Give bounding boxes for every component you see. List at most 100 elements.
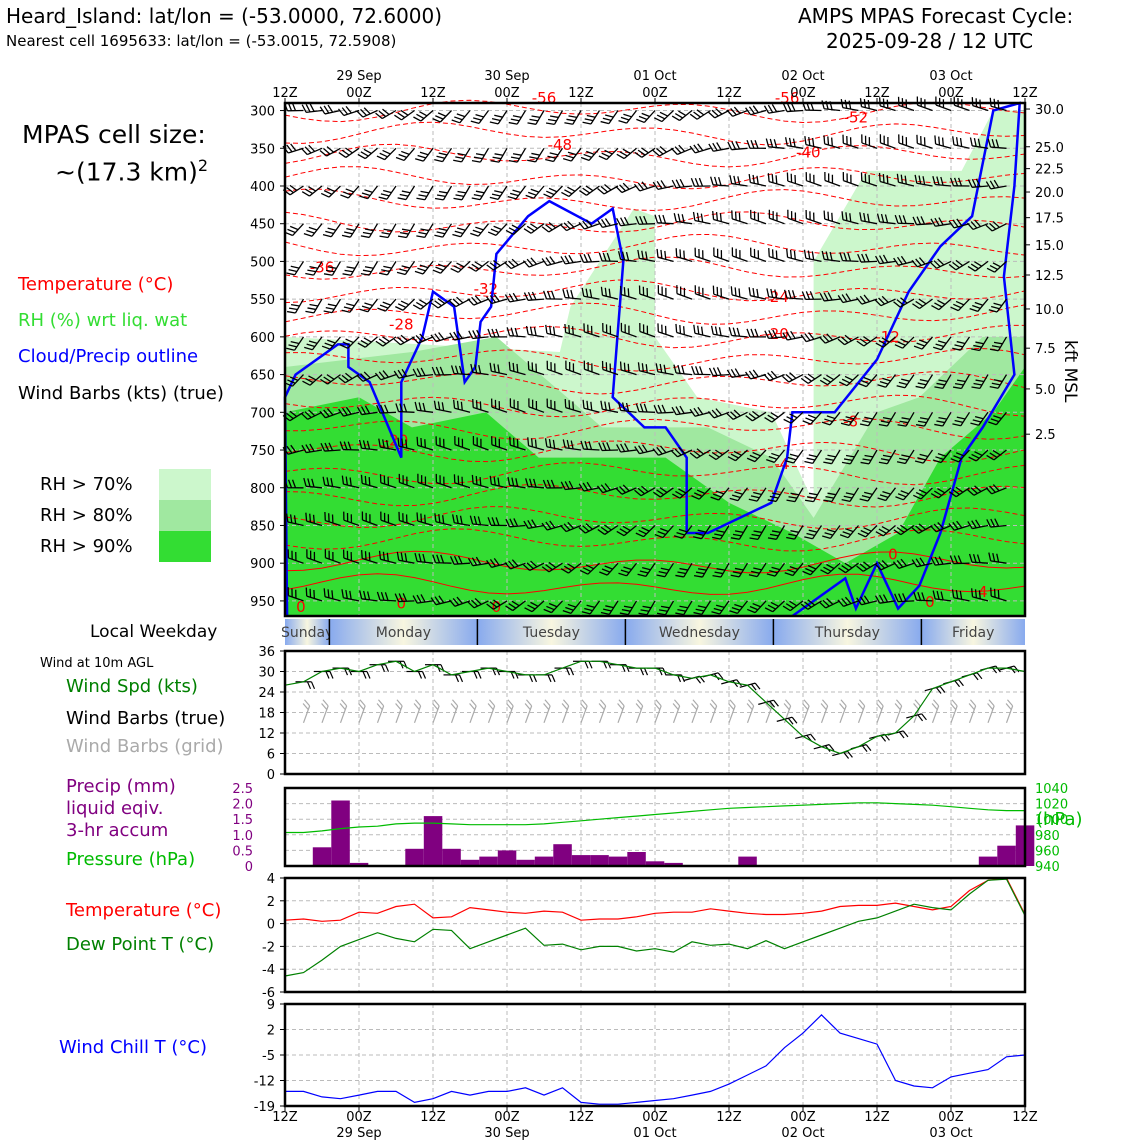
true-barb-feather	[639, 667, 645, 676]
wind-barb	[398, 511, 415, 527]
wind-barb-staff	[979, 374, 989, 389]
wind-barb-feather	[735, 248, 737, 258]
wind-barb-feather	[897, 341, 906, 346]
wind-barb-feather	[516, 363, 519, 373]
wind-barb-feather	[664, 325, 667, 335]
wind-barb-feather	[545, 521, 552, 530]
wind-barb-feather	[727, 141, 733, 150]
wind-barb	[543, 290, 563, 300]
wind-barb-staff	[957, 298, 970, 312]
wind-barb-feather	[582, 525, 590, 532]
wind-barb-staff	[879, 180, 896, 187]
wind-barb	[340, 185, 360, 199]
wind-barb-feather	[511, 600, 520, 607]
wind-barb-feather	[547, 155, 556, 159]
wind-barb-feather	[882, 594, 889, 603]
grid-barb-feather	[784, 699, 792, 707]
wind-barb-feather	[821, 250, 825, 260]
wind-barb-feather	[732, 533, 742, 537]
wind-barb	[638, 285, 656, 300]
wind-barb-feather	[918, 489, 928, 494]
wind-barb	[784, 562, 804, 577]
wind-barb-feather	[526, 258, 534, 267]
wind-barb-feather	[342, 273, 352, 276]
wind-barb-feather	[977, 138, 981, 148]
precip-bar	[479, 856, 498, 866]
wind-barb-feather	[475, 190, 485, 194]
wind-barb	[504, 258, 526, 270]
wind-barb-feather	[935, 456, 944, 461]
wind-barb-feather	[752, 602, 761, 608]
wind-barb-staff	[696, 109, 711, 120]
wind-barb-feather	[562, 610, 572, 614]
wind-barb	[323, 298, 342, 314]
wind-barb-staff	[847, 525, 859, 539]
true-barb-feather	[787, 717, 794, 725]
temperature-contour	[285, 418, 1026, 440]
wind-barb-feather	[773, 139, 778, 148]
height-tick-label: 5.0	[1035, 383, 1056, 398]
wind-barb-feather	[344, 269, 354, 273]
wind-barb	[874, 560, 896, 571]
wind-barb-feather	[898, 215, 903, 224]
wind-barb-feather	[638, 529, 647, 535]
wind-barb-feather	[470, 232, 479, 237]
wind-barb-feather	[286, 144, 293, 153]
wind-barb-feather	[767, 104, 774, 113]
wind-barb-feather	[530, 601, 539, 607]
wind-barb-feather	[304, 146, 312, 154]
wind-barb-feather	[674, 113, 683, 119]
wind-barb-feather	[837, 295, 844, 303]
wind-barb-feather	[637, 573, 647, 577]
wind-barb	[782, 600, 804, 612]
wind-barb-feather	[572, 401, 575, 410]
wind-barb	[766, 449, 786, 463]
wind-barb-feather	[933, 260, 941, 268]
grid-wind-barb	[691, 699, 699, 724]
wind-barb	[434, 223, 453, 238]
wind-barb-feather	[881, 337, 890, 343]
pressure-ytick-label: 1020	[1035, 798, 1068, 813]
wind-barb-feather	[674, 448, 682, 456]
wind-barb-feather	[541, 258, 548, 266]
wind-barb-feather	[420, 367, 426, 376]
wind-barb	[877, 487, 897, 502]
wind-barb-feather	[933, 490, 943, 496]
wind-barb-feather	[859, 423, 869, 427]
wind-barb	[489, 362, 508, 376]
wind-barb	[470, 363, 489, 376]
wind-barb-staff	[829, 411, 841, 426]
wind-barb	[489, 185, 508, 200]
wind-barb-feather	[341, 407, 348, 416]
wind-barb-feather	[911, 527, 919, 534]
wind-barb	[451, 110, 471, 124]
wind-barb-feather	[711, 451, 720, 458]
wind-barb-staff	[794, 487, 804, 502]
wind-barb	[749, 525, 767, 540]
wind-barb-feather	[915, 258, 922, 266]
wind-barb-feather	[357, 153, 366, 160]
true-barb-feather	[773, 699, 779, 707]
wind-barb-feather	[504, 294, 511, 303]
wind-barb-feather	[896, 299, 905, 306]
wind-barb	[915, 411, 934, 427]
wind-barb-feather	[867, 213, 870, 223]
wind-barb	[393, 368, 415, 379]
wind-barb-feather	[588, 441, 593, 450]
wind-barb	[692, 211, 711, 225]
wind-barb-feather	[472, 435, 475, 445]
wind-barb	[286, 513, 304, 527]
grid-barb-feather	[322, 699, 329, 707]
wind-barb-feather	[567, 220, 575, 228]
wind-barb-staff	[454, 600, 471, 607]
wind-barb-feather	[956, 520, 963, 529]
wind-barb-feather	[841, 461, 851, 465]
wind-barb-feather	[788, 496, 798, 499]
wind-barb-feather	[376, 591, 381, 601]
wind-barb-feather	[991, 382, 1001, 386]
wind-barb-feather	[675, 574, 684, 578]
wind-barb-feather	[604, 149, 613, 155]
wind-barb-feather	[660, 527, 669, 533]
wind-barb-feather	[490, 228, 500, 234]
grid-wind-barb	[376, 699, 385, 724]
